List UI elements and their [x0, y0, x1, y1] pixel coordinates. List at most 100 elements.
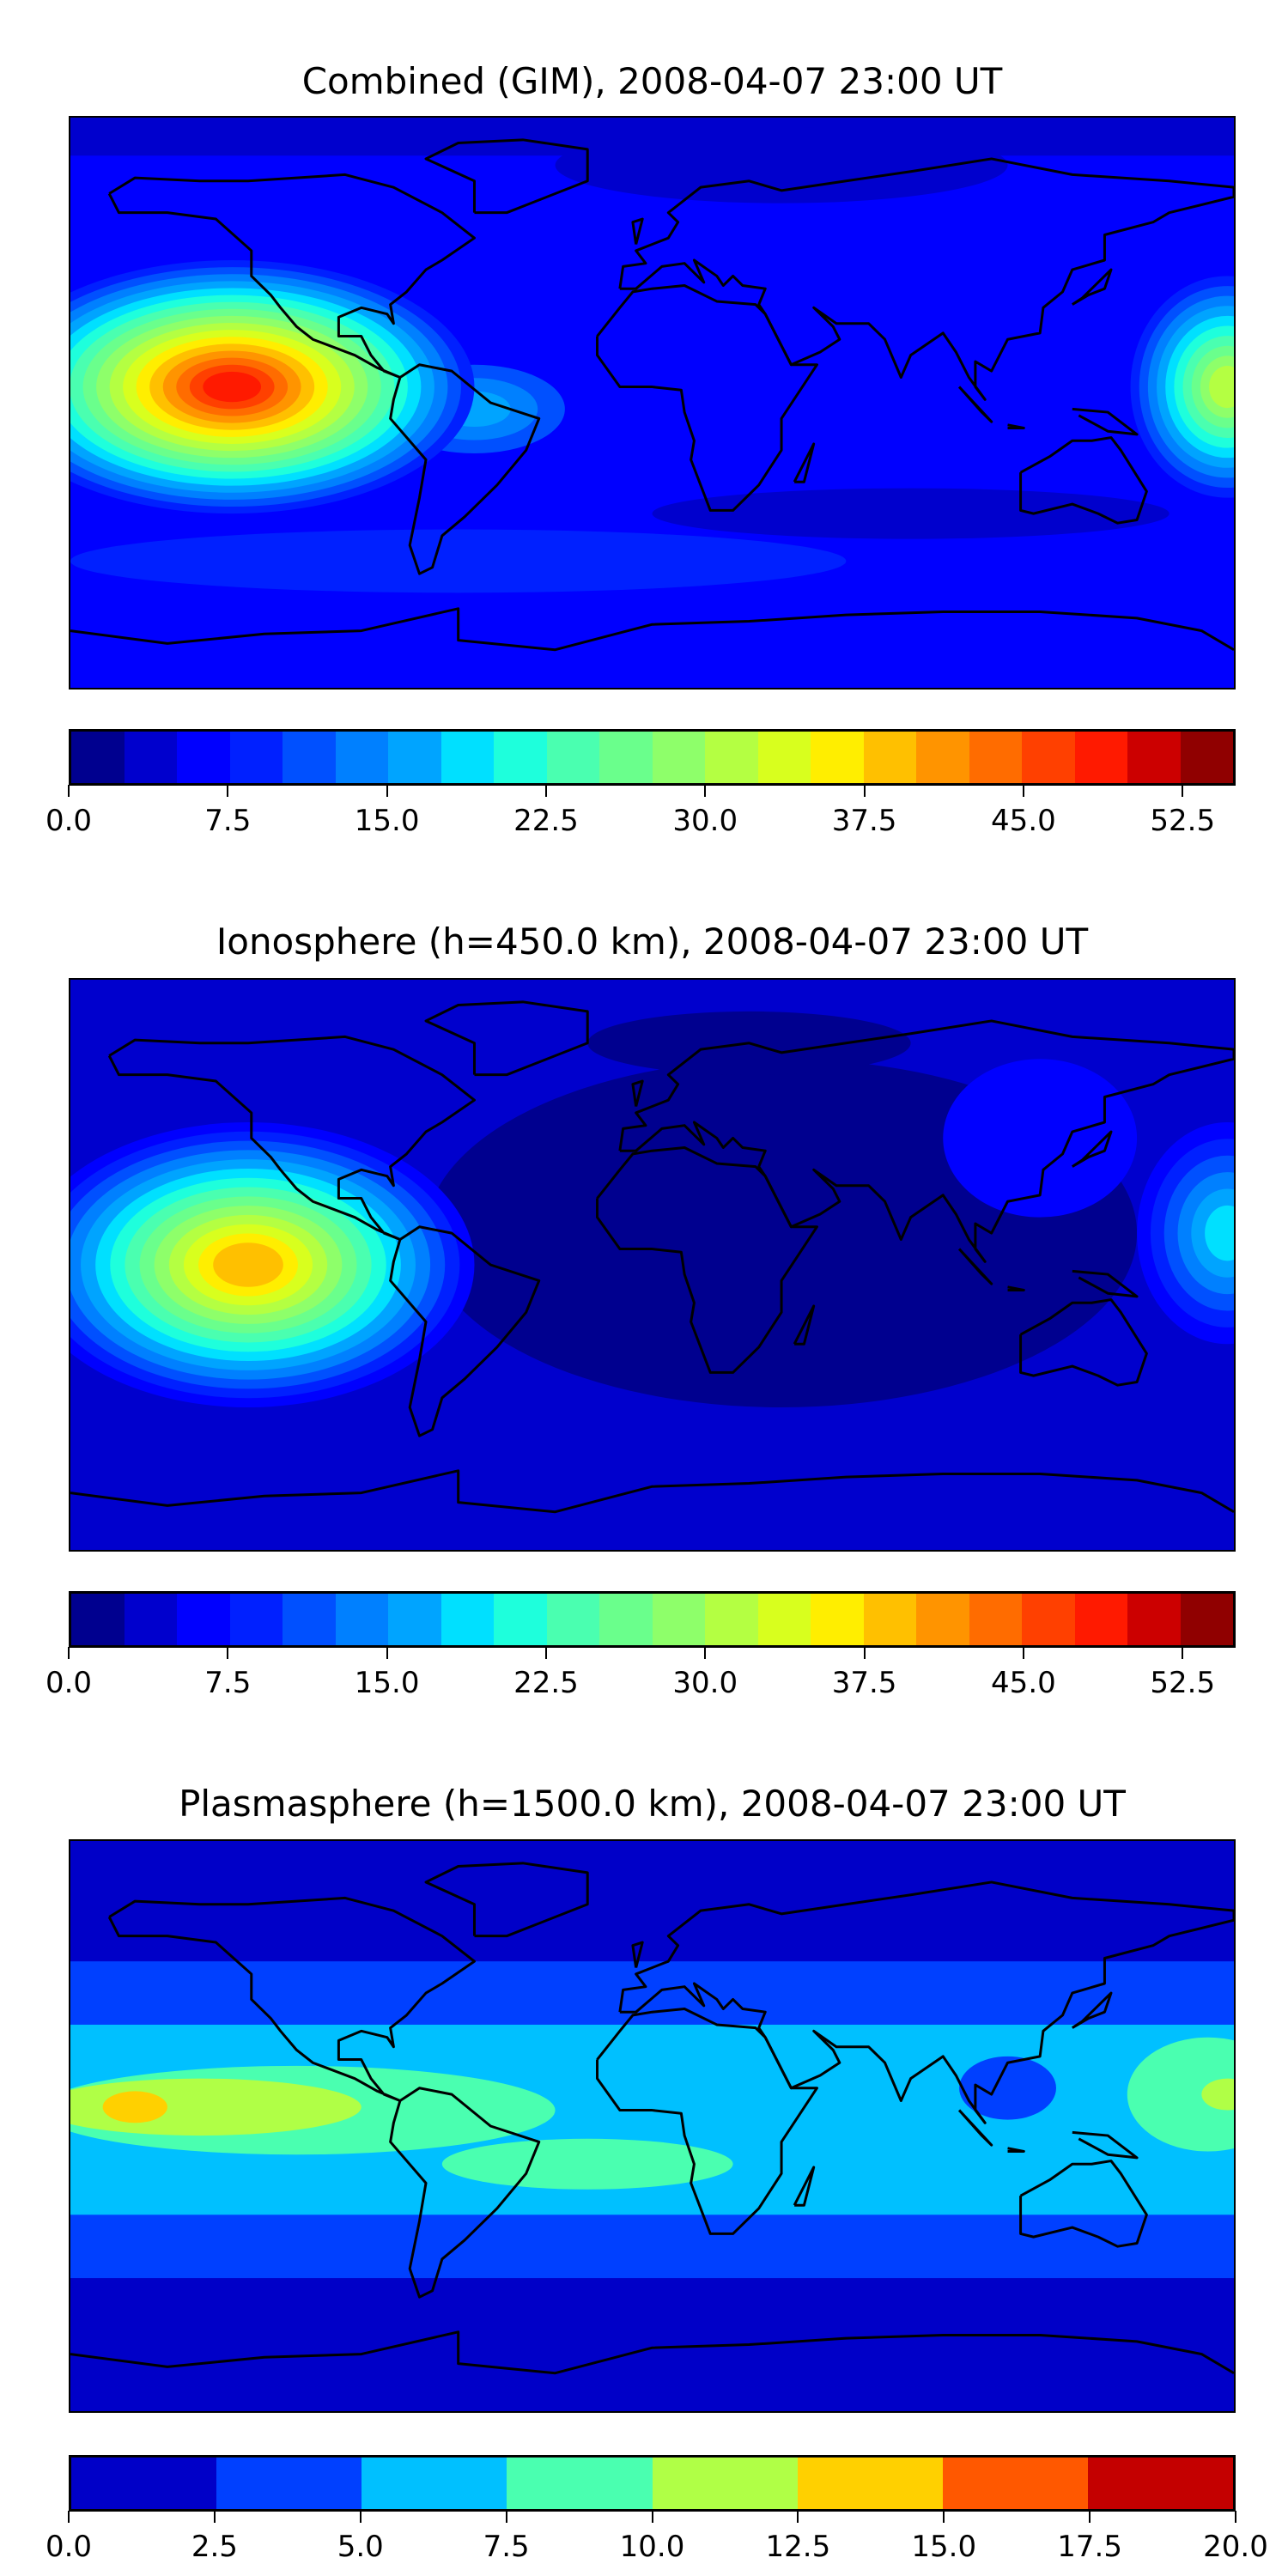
coastline: [598, 1148, 817, 1373]
colorbar-level: [124, 1594, 177, 1645]
colorbar-level: [797, 2458, 943, 2509]
colorbar-level: [507, 2458, 653, 2509]
colorbar-tick-label: 0.0: [45, 1666, 93, 1700]
contour-region: [441, 2138, 733, 2190]
colorbar-tick-label: 15.0: [354, 804, 420, 838]
contour-region: [959, 2056, 1056, 2120]
colorbar-level: [283, 732, 336, 783]
colorbar-tick-label: 22.5: [513, 1666, 579, 1700]
coastline: [598, 286, 817, 511]
colorbar-level: [1022, 732, 1075, 783]
coastline: [426, 1002, 587, 1075]
contour-region: [1201, 2078, 1234, 2111]
colorbar-level: [916, 732, 969, 783]
colorbar-level: [216, 2458, 362, 2509]
colorbar-tick: [544, 785, 547, 797]
contour-region: [213, 1242, 283, 1287]
coastline: [1008, 425, 1024, 428]
colorbar-tick-label: 0.0: [45, 804, 93, 838]
colorbar-tick-label: 2.5: [191, 2530, 238, 2564]
colorbar-tick-label: 17.5: [1057, 2530, 1122, 2564]
coastline: [391, 365, 539, 574]
contour-region: [102, 2091, 167, 2123]
coastline: [426, 140, 587, 213]
coastline: [70, 2332, 1234, 2373]
colorbar-level: [757, 1594, 811, 1645]
colorbar-tick-label: 22.5: [513, 804, 579, 838]
panel-3-colorbar: [69, 2455, 1236, 2512]
coastline: [70, 1471, 1234, 1512]
colorbar-level: [705, 1594, 758, 1645]
colorbar-level: [71, 1594, 125, 1645]
panel-1-colorbar-ticks: 0.0 7.5 15.0 22.5 30.0 37.5 45.0 52.5: [46, 785, 1236, 838]
panel-2-title: Ionosphere (h=450.0 km), 2008-04-07 23:0…: [216, 920, 1089, 963]
contour-region: [1209, 366, 1234, 409]
colorbar-tick-label: 7.5: [204, 804, 252, 838]
colorbar-level: [916, 1594, 969, 1645]
colorbar-level: [71, 732, 125, 783]
colorbar-tick: [227, 785, 229, 797]
contour-region: [652, 488, 1170, 539]
colorbar-level: [440, 732, 494, 783]
colorbar-tick-label: 45.0: [991, 1666, 1056, 1700]
panel-2-map: [69, 978, 1236, 1552]
panel-1-title: Combined (GIM), 2008-04-07 23:00 UT: [301, 60, 1003, 102]
colorbar-tick-label: 20.0: [1203, 2530, 1268, 2564]
colorbar-tick: [227, 1647, 229, 1659]
colorbar-tick: [1022, 785, 1024, 797]
colorbar-tick: [68, 785, 70, 797]
colorbar-level: [863, 1594, 916, 1645]
colorbar-level: [177, 732, 230, 783]
colorbar-tick-label: 45.0: [991, 804, 1056, 838]
colorbar-tick-label: 37.5: [831, 1666, 897, 1700]
colorbar-level: [229, 732, 283, 783]
map-svg: [70, 118, 1234, 688]
colorbar-level: [229, 1594, 283, 1645]
coastline: [1072, 1271, 1137, 1297]
colorbar-level: [705, 732, 758, 783]
colorbar-tick: [1182, 1647, 1184, 1659]
colorbar-level: [335, 732, 388, 783]
colorbar-tick: [213, 2511, 216, 2523]
coastline: [1072, 1993, 1111, 2028]
panel-2-colorbar: [69, 1591, 1236, 1648]
colorbar-tick: [386, 1647, 388, 1659]
colorbar-tick-label: 52.5: [1150, 1666, 1216, 1700]
coastline: [620, 1882, 1234, 2123]
coastline: [70, 609, 1234, 650]
colorbar-level: [546, 732, 599, 783]
colorbar-level: [335, 1594, 388, 1645]
colorbar-tick-label: 15.0: [354, 1666, 420, 1700]
colorbar-level: [546, 1594, 599, 1645]
colorbar-level: [388, 732, 441, 783]
colorbar-level: [942, 2458, 1088, 2509]
colorbar-tick: [1235, 2511, 1236, 2523]
coastline: [391, 2088, 539, 2297]
panel-3-map: [69, 1839, 1236, 2413]
colorbar-level: [652, 2458, 798, 2509]
colorbar-tick: [386, 785, 388, 797]
colorbar-tick-label: 30.0: [672, 804, 738, 838]
colorbar-level: [177, 1594, 230, 1645]
colorbar-tick: [1182, 785, 1184, 797]
colorbar-level: [757, 732, 811, 783]
contour-region: [203, 371, 262, 403]
panel-3-title: Plasmasphere (h=1500.0 km), 2008-04-07 2…: [179, 1783, 1126, 1825]
colorbar-level: [494, 732, 547, 783]
colorbar-tick: [544, 1647, 547, 1659]
coastline: [1021, 1300, 1147, 1386]
colorbar-level: [1180, 732, 1233, 783]
coastline: [794, 2167, 814, 2205]
colorbar-level: [1087, 2458, 1233, 2509]
coastline: [109, 1898, 474, 2100]
colorbar-tick-label: 30.0: [672, 1666, 738, 1700]
map-svg: [70, 1841, 1234, 2411]
coastline: [620, 159, 1234, 399]
colorbar-level: [361, 2458, 507, 2509]
panel-2-colorbar-ticks: 0.0 7.5 15.0 22.5 30.0 37.5 45.0 52.5: [46, 1647, 1236, 1700]
colorbar-tick-label: 37.5: [831, 804, 897, 838]
coastline: [633, 219, 642, 245]
colorbar-level: [1074, 1594, 1127, 1645]
colorbar-tick: [359, 2511, 361, 2523]
coastline: [109, 174, 474, 377]
